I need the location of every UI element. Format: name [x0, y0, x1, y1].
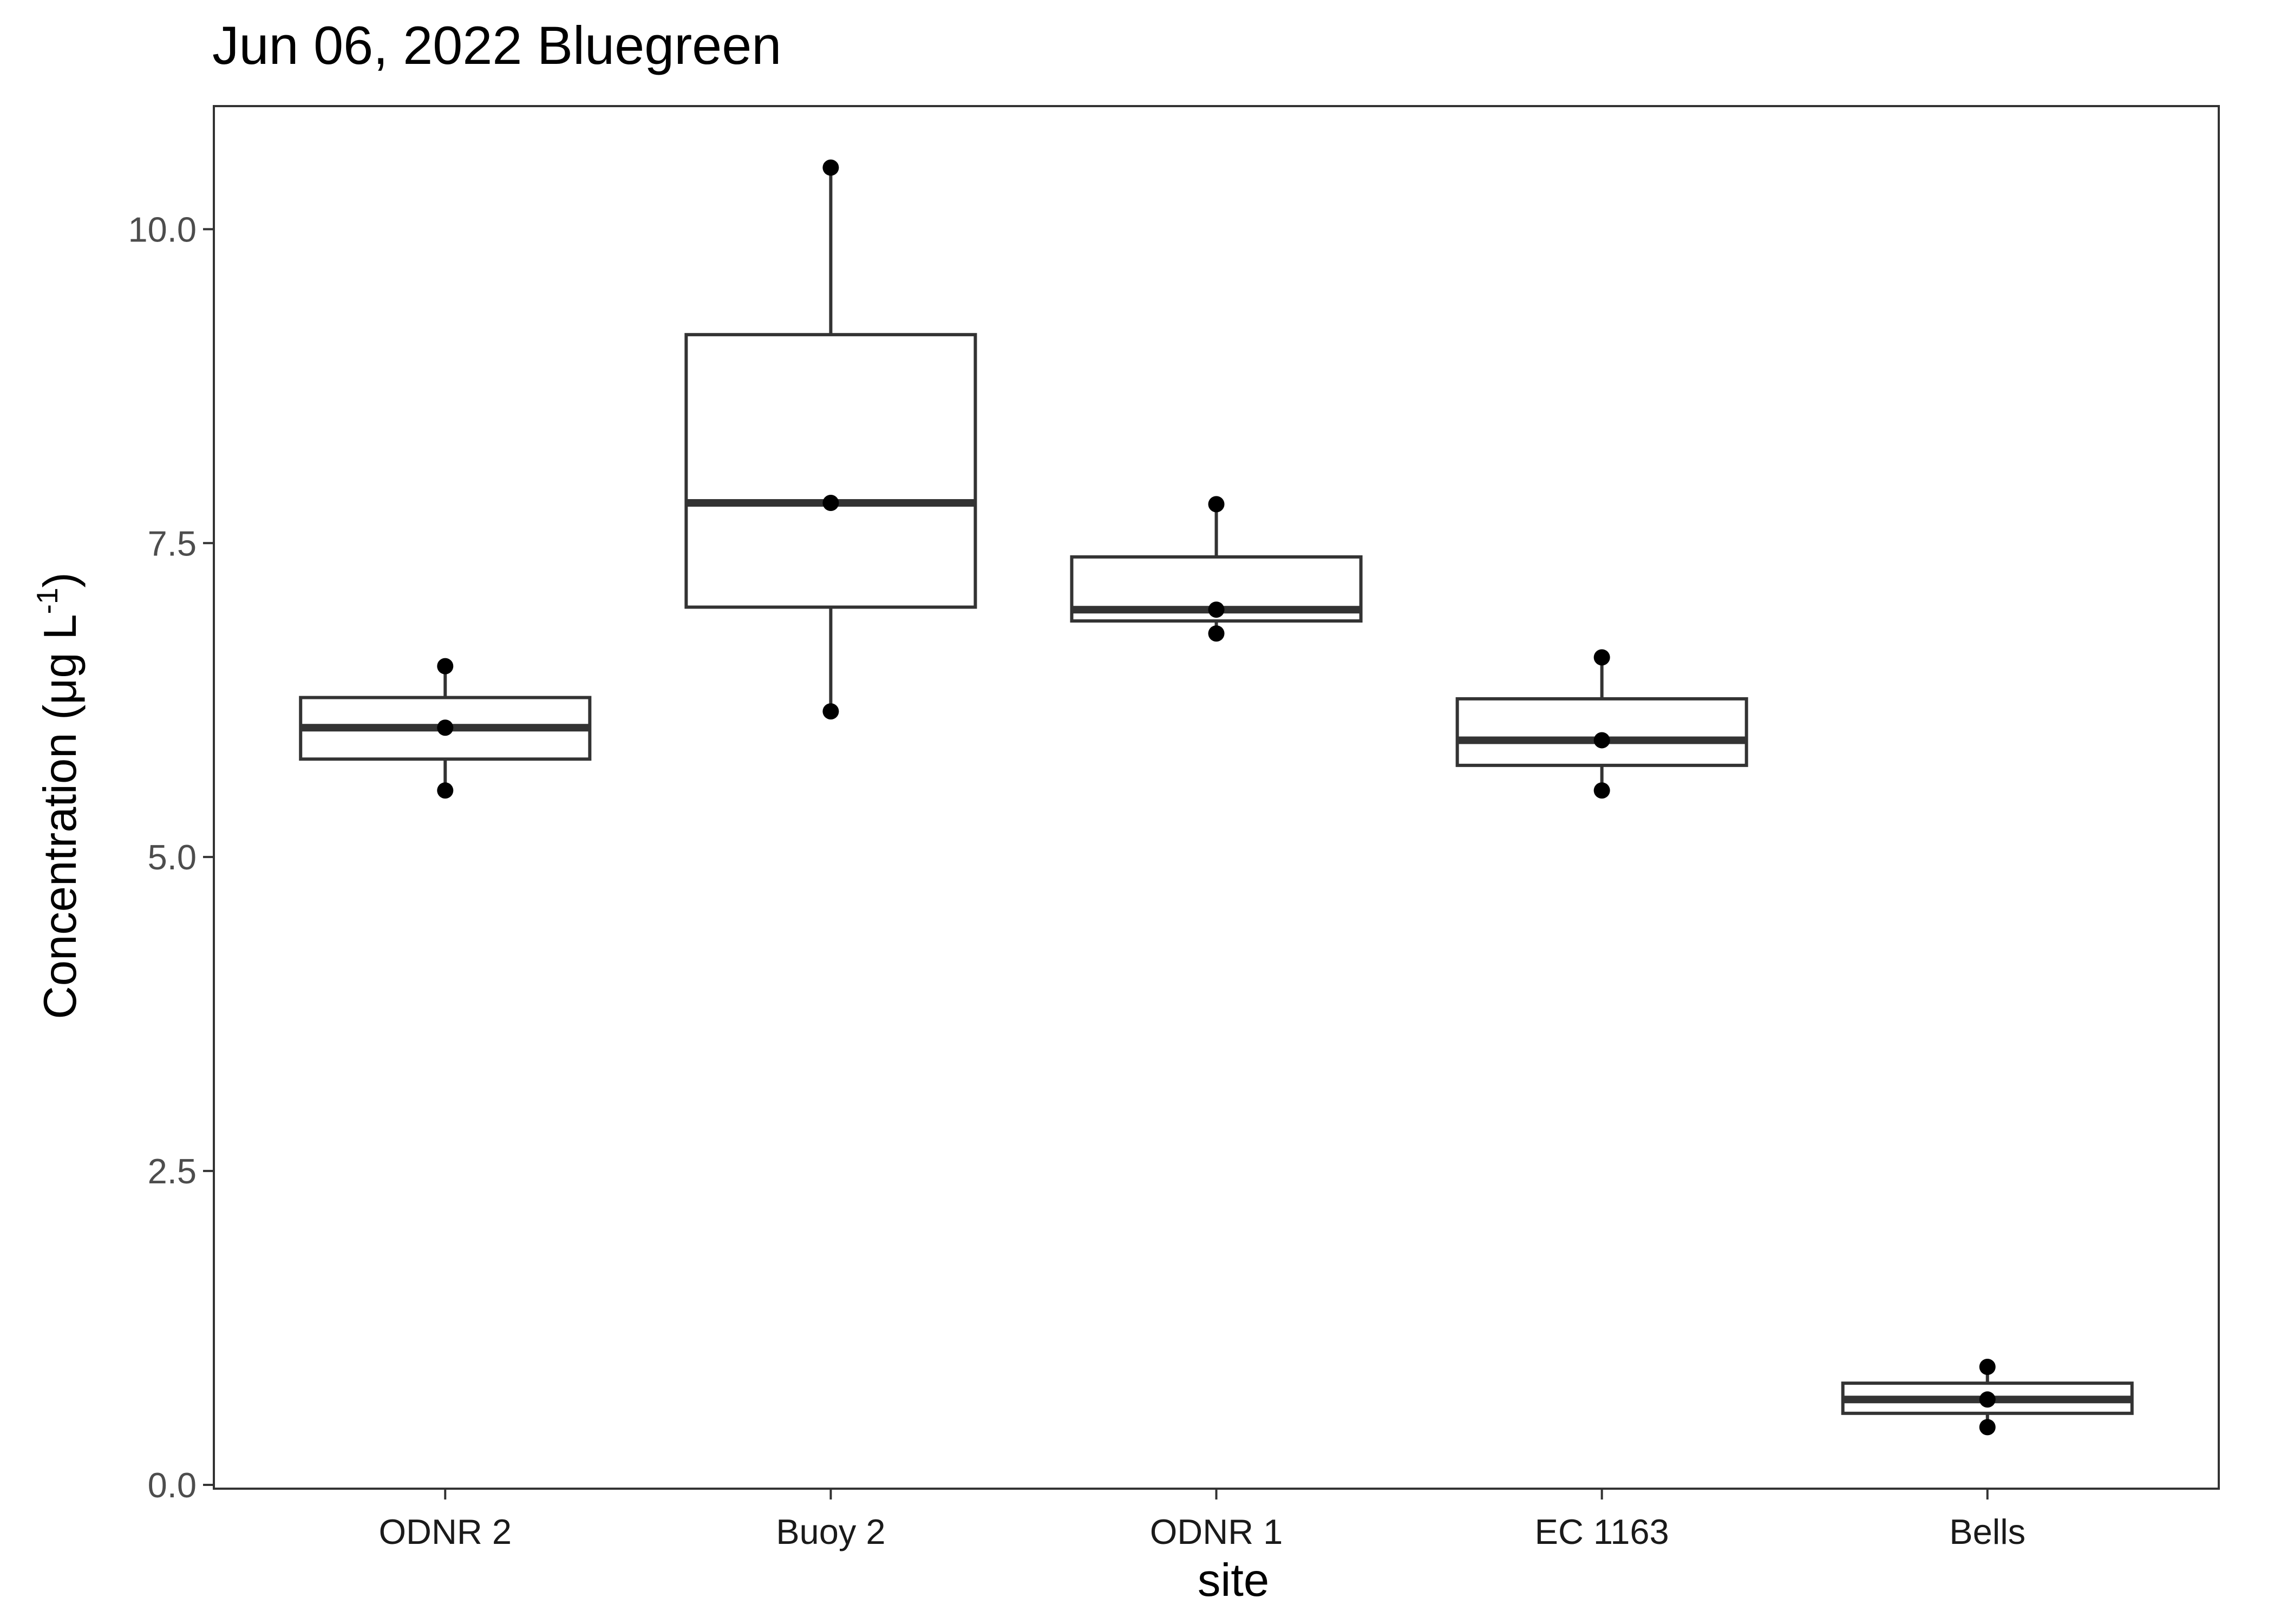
data-point	[437, 782, 454, 799]
data-point	[1593, 649, 1610, 666]
data-point	[1593, 732, 1610, 749]
y-tick-label: 2.5	[148, 1151, 197, 1191]
x-tick-label: Bells	[1949, 1512, 2025, 1551]
data-point	[1979, 1358, 1996, 1375]
chart-title: Jun 06, 2022 Bluegreen	[212, 15, 781, 75]
y-axis-label-superscript: -1	[30, 588, 64, 614]
x-axis-label: site	[1198, 1555, 1269, 1606]
boxes	[299, 167, 2134, 1427]
y-tick-label: 10.0	[128, 209, 197, 249]
x-tick-label: ODNR 1	[1150, 1512, 1283, 1551]
points	[437, 159, 1996, 1436]
data-point	[1593, 782, 1610, 799]
data-point	[1208, 496, 1225, 513]
plot-panel	[213, 105, 2220, 1490]
y-axis: 0.0 2.5 5.0 7.5 10.0	[128, 209, 214, 1505]
box-iqr	[684, 333, 977, 609]
y-axis-label-main: Concentration (μg L	[35, 614, 86, 1019]
x-axis: ODNR 2 Buoy 2 ODNR 1 EC 1163 Bells	[378, 1489, 2025, 1551]
x-tick-label: EC 1163	[1535, 1512, 1669, 1551]
data-point	[1979, 1391, 1996, 1408]
data-point	[1979, 1419, 1996, 1436]
data-point	[822, 159, 839, 176]
box-buoy-2	[684, 167, 977, 712]
data-point	[1208, 601, 1225, 618]
box-ec-1163	[1455, 657, 1748, 791]
x-tick-label: Buoy 2	[776, 1512, 885, 1551]
x-tick-label: ODNR 2	[378, 1512, 512, 1551]
box-iqr	[1455, 697, 1748, 767]
y-axis-label: Concentration (μg L-1)	[30, 572, 86, 1019]
data-point	[1208, 625, 1225, 642]
y-tick-label: 5.0	[148, 837, 197, 877]
y-tick-label: 7.5	[148, 523, 197, 563]
y-axis-label-close: )	[35, 572, 86, 587]
y-tick-label: 0.0	[148, 1465, 197, 1505]
data-point	[437, 658, 454, 675]
data-point	[822, 495, 839, 512]
data-point	[822, 703, 839, 720]
data-point	[437, 719, 454, 736]
